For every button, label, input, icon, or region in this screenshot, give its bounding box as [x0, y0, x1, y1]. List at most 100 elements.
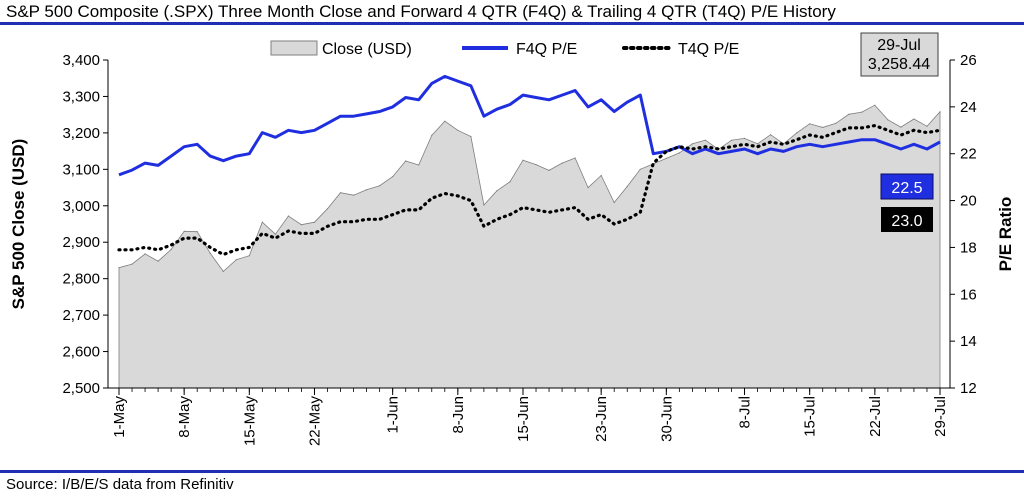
x-tick-label: 29-Jul: [932, 396, 949, 437]
close-point: [183, 230, 185, 232]
close-point: [131, 263, 133, 265]
close-point: [757, 143, 759, 145]
left-tick-label: 2,900: [62, 234, 100, 251]
close-point: [300, 224, 302, 226]
close-point: [483, 204, 485, 206]
left-tick-label: 2,700: [62, 307, 100, 324]
close-point: [444, 120, 446, 122]
callout-close: 3,258.44: [868, 56, 930, 73]
chart-legend: Close (USD) F4Q P/E T4Q P/E: [270, 40, 739, 58]
x-tick-label: 30-Jun: [658, 396, 675, 442]
right-tick-label: 22: [960, 146, 977, 163]
x-tick-label: 1-Jun: [385, 396, 402, 434]
close-point: [665, 157, 667, 159]
x-tick-label: 22-Jul: [867, 396, 884, 437]
close-point: [639, 168, 641, 170]
f4q-last-value: 22.5: [891, 180, 922, 197]
close-point: [796, 132, 798, 134]
close-point: [887, 119, 889, 121]
left-tick-label: 3,100: [62, 161, 100, 178]
right-tick-label: 14: [960, 333, 977, 350]
close-point: [509, 181, 511, 183]
right-tick-label: 16: [960, 286, 977, 303]
close-point: [157, 260, 159, 262]
x-tick-label: 22-May: [306, 396, 323, 447]
x-tick-label: 8-May: [176, 396, 193, 438]
close-point: [939, 111, 941, 113]
close-point: [809, 123, 811, 125]
close-area: [118, 104, 941, 389]
close-point: [118, 267, 120, 269]
plot-layer: [117, 74, 942, 389]
source-note: Source: I/B/E/S data from Refinitiv: [6, 476, 234, 493]
close-point: [587, 187, 589, 189]
t4q-last-badge: [881, 207, 933, 232]
close-point: [770, 134, 772, 136]
right-tick-label: 24: [960, 99, 977, 116]
last-value-labels: 22.5 23.0: [880, 173, 934, 232]
f4q-line: [118, 74, 941, 177]
close-point: [626, 185, 628, 188]
close-point: [313, 221, 316, 223]
left-tick-label: 2,600: [62, 344, 100, 361]
close-point: [405, 160, 407, 162]
legend-f4q-label: F4Q P/E: [516, 41, 577, 58]
close-point: [678, 152, 681, 154]
close-point: [274, 233, 276, 235]
pe-history-chart: 2,500 2,600 2,700 2,800 2,900 3,000 3,100 3,200…: [9, 32, 1015, 446]
left-tick-label: 2,800: [62, 271, 100, 288]
x-tick-label: 8-Jun: [450, 396, 467, 434]
close-point: [613, 201, 615, 204]
close-point: [574, 157, 576, 159]
left-tick-label: 3,400: [62, 52, 100, 69]
x-tick-label: 15-Jun: [515, 396, 532, 442]
x-tick-label: 15-May: [241, 396, 258, 447]
chart-title: S&P 500 Composite (.SPX) Three Month Clo…: [6, 2, 836, 21]
left-tick-label: 2,500: [62, 380, 100, 397]
close-point: [144, 253, 146, 255]
legend-close-swatch: [270, 40, 318, 56]
left-axis-title: S&P 500 Close (USD): [9, 139, 28, 310]
close-point: [209, 252, 211, 254]
close-point: [848, 113, 850, 115]
close-point: [600, 174, 602, 177]
x-tick-label: 15-Jul: [802, 396, 819, 437]
close-point: [457, 129, 459, 131]
close-point: [353, 194, 355, 196]
close-point: [261, 221, 263, 223]
close-point: [470, 135, 472, 138]
callout-box: [860, 32, 939, 77]
left-tick-label: 3,000: [62, 198, 100, 215]
title-divider: [0, 22, 1024, 25]
callout-date: 29-Jul: [877, 37, 921, 54]
t4q-last-value: 23.0: [891, 213, 922, 230]
close-point: [170, 248, 172, 251]
x-tick-label: 1-May: [111, 396, 128, 438]
close-point: [222, 270, 224, 272]
legend-close-label: Close (USD): [322, 41, 412, 58]
close-point: [704, 139, 707, 141]
close-point: [548, 169, 550, 171]
right-tick-label: 20: [960, 193, 977, 210]
last-close-callout: 29-Jul 3,258.44: [860, 32, 939, 77]
close-point: [900, 126, 902, 128]
t4q-line: [117, 123, 942, 257]
close-point: [379, 185, 381, 187]
right-tick-label: 26: [960, 52, 977, 69]
close-point: [743, 137, 746, 139]
axes-layer: 2,500 2,600 2,700 2,800 2,900 3,000 3,100 3,200…: [9, 52, 1015, 446]
close-point: [561, 162, 563, 164]
close-point: [861, 111, 863, 113]
close-point: [366, 189, 368, 191]
close-point: [248, 255, 250, 257]
f4q-last-badge: [880, 173, 934, 200]
close-point: [874, 104, 876, 106]
close-point: [431, 134, 433, 136]
close-point: [392, 176, 394, 178]
close-point: [691, 143, 694, 145]
close-point: [326, 208, 329, 210]
x-tick-label: 8-Jul: [737, 396, 754, 429]
left-tick-label: 3,300: [62, 88, 100, 105]
close-point: [235, 259, 237, 261]
right-tick-label: 18: [960, 239, 977, 256]
